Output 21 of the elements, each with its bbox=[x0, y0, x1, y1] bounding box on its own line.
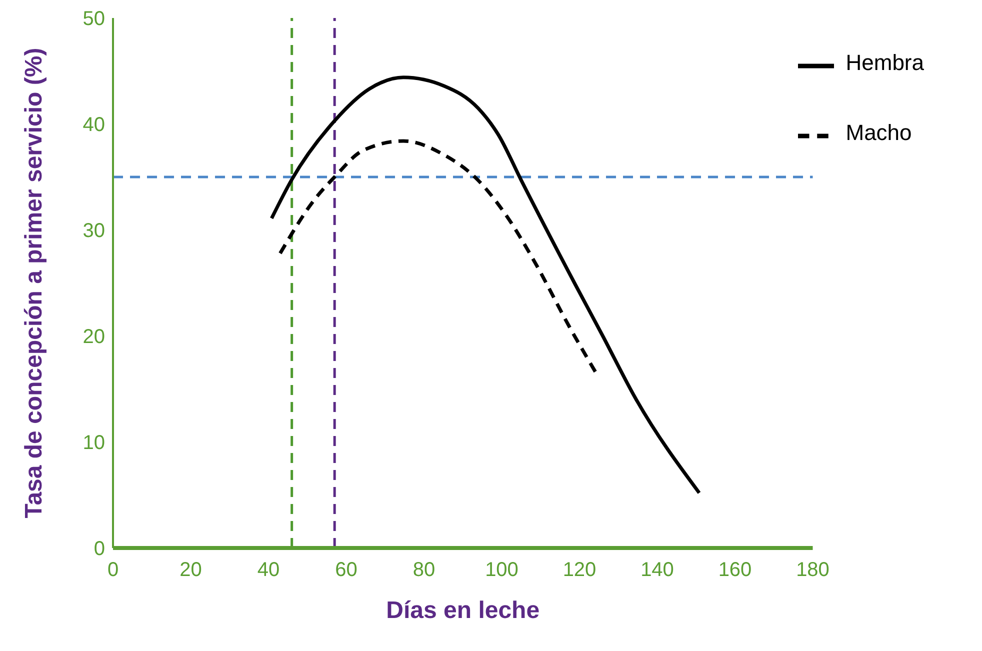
legend-label: Hembra bbox=[846, 50, 924, 75]
x-tick-label: 120 bbox=[562, 559, 596, 582]
x-tick-label: 40 bbox=[257, 559, 280, 582]
legend-label: Macho bbox=[846, 120, 912, 145]
y-tick-label: 20 bbox=[82, 326, 105, 348]
y-tick-label: 10 bbox=[82, 432, 105, 454]
x-tick-label: 60 bbox=[335, 559, 358, 582]
y-axis-title: Tasa de concepción a primer servicio (%) bbox=[20, 48, 48, 518]
y-tick-label: 50 bbox=[82, 8, 105, 30]
x-tick-label: 80 bbox=[412, 559, 436, 582]
x-tick-label: 180 bbox=[796, 559, 830, 582]
x-tick-label: 140 bbox=[640, 559, 674, 582]
x-tick-label: 0 bbox=[107, 559, 119, 582]
y-tick-label: 0 bbox=[94, 538, 105, 560]
x-axis-title: Días en leche bbox=[386, 597, 540, 624]
y-tick-label: 30 bbox=[82, 220, 105, 242]
y-tick-label: 40 bbox=[82, 114, 105, 136]
x-tick-label: 100 bbox=[485, 559, 518, 582]
x-tick-label: 160 bbox=[718, 559, 752, 582]
x-tick-label: 20 bbox=[180, 559, 202, 582]
line-series bbox=[270, 76, 701, 495]
